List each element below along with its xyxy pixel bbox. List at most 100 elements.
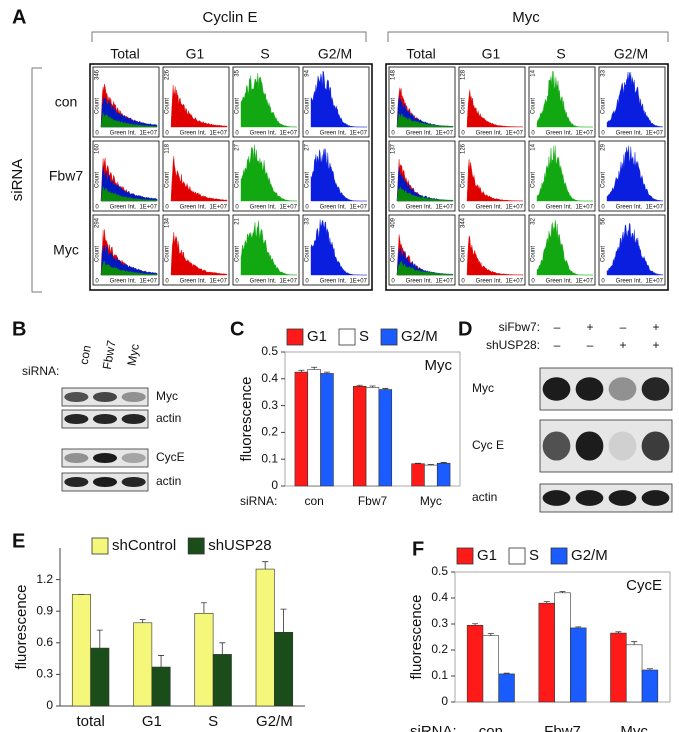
bar <box>133 622 153 707</box>
bar <box>436 462 451 487</box>
zero-label: 0 <box>95 131 99 137</box>
count-max-label: 35 <box>235 69 241 76</box>
y-tick-label: 0.5 <box>261 344 278 358</box>
histogram <box>310 70 367 128</box>
y-axis-label: Count <box>391 98 397 114</box>
error-bar <box>382 388 389 390</box>
column-label: G2/M <box>318 46 352 62</box>
histogram <box>536 71 593 128</box>
y-tick-label: 0.2 <box>431 642 448 656</box>
count-max-label: 409 <box>391 217 397 228</box>
bar <box>365 387 380 487</box>
panel-letter: E <box>12 530 25 552</box>
error-bar <box>356 384 363 387</box>
y-axis-label: Count <box>235 172 241 188</box>
y-axis-label: Count <box>235 246 241 262</box>
x-axis-label: Green Int. <box>110 205 137 211</box>
band-label: actin <box>156 411 181 425</box>
legend-label: G2/M <box>401 328 438 345</box>
y-axis-label: Count <box>391 246 397 262</box>
error-bar <box>369 385 376 388</box>
band <box>575 490 604 506</box>
legend-label: shUSP28 <box>208 537 271 554</box>
y-axis-label: Count <box>165 246 171 262</box>
x-tick-label: con <box>479 723 503 732</box>
x-axis-label: Green Int. <box>546 131 573 137</box>
y-axis-label: Count <box>461 246 467 262</box>
histogram <box>310 219 367 276</box>
legend-swatch <box>380 328 398 346</box>
y-tick-label: 0.2 <box>261 425 278 439</box>
y-tick-label: 0.1 <box>261 451 278 465</box>
x-axis-label: Green Int. <box>250 205 277 211</box>
x-max-label: 1E+07 <box>279 205 297 211</box>
x-tick-label: Myc <box>420 494 442 508</box>
error-bar <box>487 633 494 636</box>
legend-swatch <box>550 547 568 565</box>
band <box>575 431 604 461</box>
annotation: Myc <box>425 357 453 374</box>
x-tick-label: Myc <box>620 723 648 732</box>
zero-label: 0 <box>235 279 239 285</box>
x-axis-label: Green Int. <box>616 279 643 285</box>
x-max-label: 1E+07 <box>645 279 663 285</box>
bar <box>625 644 643 703</box>
band <box>92 413 118 425</box>
x-axis-label: Green Int. <box>476 205 503 211</box>
x-axis-label: Green Int. <box>476 279 503 285</box>
bar <box>570 627 587 703</box>
band <box>641 377 670 401</box>
y-axis-label: Count <box>531 172 537 188</box>
y-axis-label: Count <box>235 98 241 114</box>
x-axis-label: Green Int. <box>180 131 207 137</box>
x-axis-label: Green Int. <box>546 205 573 211</box>
y-axis-label: Count <box>601 172 607 188</box>
count-max-label: 94 <box>305 69 311 76</box>
legend-swatch <box>91 537 109 555</box>
histogram <box>466 235 524 276</box>
error-bar <box>646 668 653 671</box>
error-bar <box>324 371 330 374</box>
histogram <box>170 231 228 276</box>
row-label: Fbw7 <box>49 168 83 184</box>
x-axis-label: Green Int. <box>320 205 347 211</box>
error-bar <box>298 369 305 373</box>
y-axis-label: Count <box>531 246 537 262</box>
histogram <box>240 220 298 276</box>
count-max-label: 27 <box>235 143 241 150</box>
zero-label: 0 <box>305 279 309 285</box>
y-axis-label: Count <box>461 98 467 114</box>
legend-swatch <box>508 547 526 565</box>
y-axis-label: Count <box>305 172 311 188</box>
zero-label: 0 <box>461 131 465 137</box>
row-label: con <box>55 94 78 110</box>
y-axis-label: Count <box>95 246 101 262</box>
x-max-label: 1E+07 <box>139 279 157 285</box>
band-label: Cyc E <box>472 438 504 452</box>
column-label: S <box>260 46 269 62</box>
block-frame <box>385 63 669 291</box>
zero-label: 0 <box>235 131 239 137</box>
x-max-label: 1E+07 <box>575 131 593 137</box>
legend-label: S <box>359 328 369 345</box>
bar <box>482 635 500 703</box>
zero-label: 0 <box>461 205 465 211</box>
histogram <box>310 148 367 202</box>
band <box>542 490 571 506</box>
x-max-label: 1E+07 <box>435 279 453 285</box>
band-label: actin <box>472 490 497 504</box>
legend-swatch <box>456 547 474 565</box>
zero-label: 0 <box>461 279 465 285</box>
bar <box>498 673 515 703</box>
zero-label: 0 <box>235 205 239 211</box>
side-label: siRNA <box>9 159 26 202</box>
x-axis-label: Green Int. <box>320 131 347 137</box>
error-bar <box>219 642 226 655</box>
x-max-label: 1E+07 <box>209 131 227 137</box>
x-axis-label: Green Int. <box>180 205 207 211</box>
band-label: Myc <box>156 389 178 403</box>
bar <box>194 613 214 707</box>
x-max-label: 1E+07 <box>435 205 453 211</box>
zero-label: 0 <box>531 131 535 137</box>
